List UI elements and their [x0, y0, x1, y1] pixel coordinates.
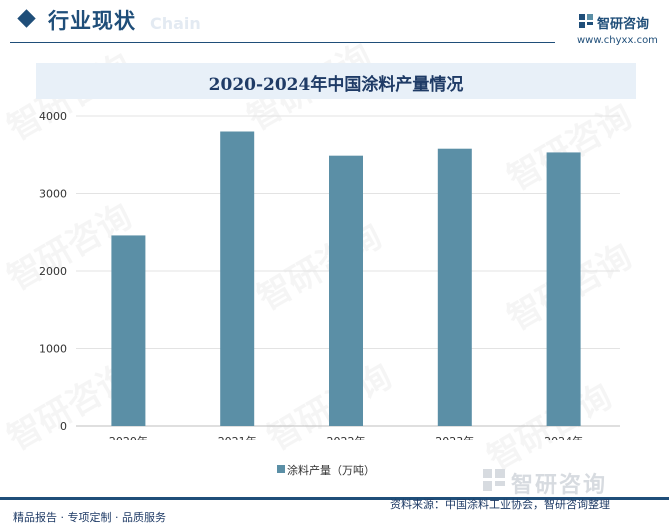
footer-tagline: 精品报告 · 专项定制 · 品质服务 [13, 511, 166, 524]
y-tick-label: 2000 [39, 265, 67, 278]
legend-swatch [277, 465, 285, 473]
x-tick-label: 2020年 [109, 434, 148, 440]
brand-watermark: 智研咨询 [483, 467, 663, 498]
brand-logo-icon [579, 14, 593, 28]
chart-title: 2020-2024年中国涂料产量情况 [208, 75, 464, 95]
section-title: 行业现状 [48, 9, 136, 33]
y-tick-label: 4000 [39, 110, 67, 123]
bar [437, 148, 472, 426]
brand-block: 智研咨询 www.chyxx.com [577, 12, 669, 52]
y-tick-label: 3000 [39, 188, 67, 201]
x-tick-label: 2021年 [218, 434, 257, 440]
y-tick-label: 1000 [39, 343, 67, 356]
page-header: 行业现状 Chain 智研咨询 www.chyxx.com [0, 0, 669, 46]
diamond-icon [17, 9, 36, 28]
bar [111, 235, 146, 426]
x-tick-label: 2024年 [544, 434, 583, 440]
bar-chart: 0 1000 2000 3000 4000 2020年 2021年 2022年 2023年 202… [39, 110, 620, 440]
footer-source: 资料来源：中国涂料工业协会，智研咨询整理 [390, 498, 610, 511]
x-tick-label: 2022年 [327, 434, 366, 440]
y-tick-label: 0 [60, 420, 67, 433]
x-tick-label: 2023年 [435, 434, 474, 440]
brand-name: 智研咨询 [597, 17, 650, 32]
chart-title-band: 2020-2024年中国涂料产量情况 [36, 63, 636, 99]
bar [329, 155, 363, 426]
footer-divider [0, 497, 669, 500]
header-divider [10, 42, 555, 43]
bar [546, 152, 581, 427]
watermark-logo-icon [483, 469, 505, 491]
section-subtitle: Chain [150, 14, 201, 33]
watermark-text: 智研咨询 [511, 473, 608, 498]
legend-label: 涂料产量（万吨） [287, 464, 375, 477]
brand-url: www.chyxx.com [577, 35, 658, 46]
bar [220, 131, 255, 426]
